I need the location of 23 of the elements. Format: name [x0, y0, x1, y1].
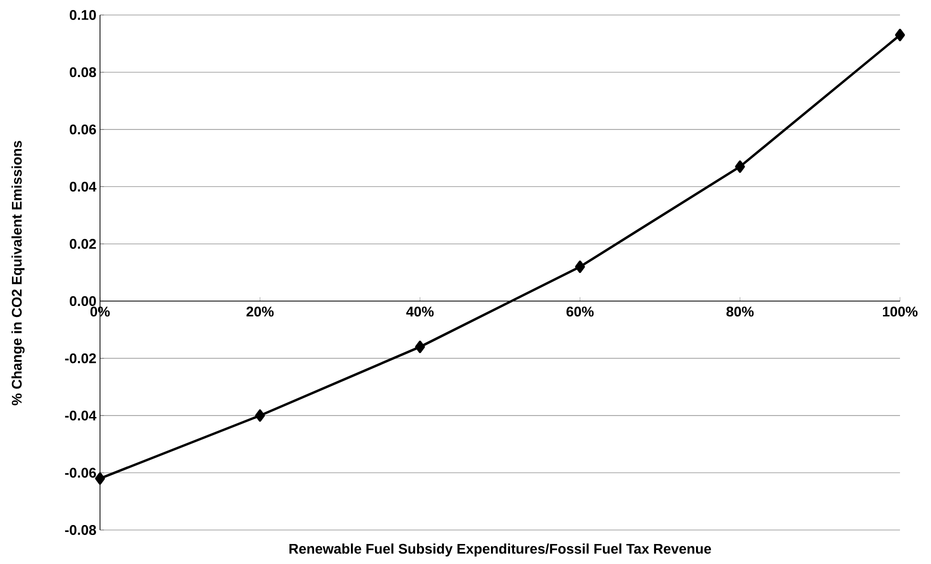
point [575, 260, 585, 273]
point [735, 160, 745, 173]
y-tick-label: 0.08 [70, 67, 96, 78]
x-tick-label: 60% [566, 306, 594, 317]
point [895, 28, 905, 42]
y-tick-label: 0.00 [70, 296, 96, 306]
point [255, 409, 265, 422]
y-tick-label: -0.06 [65, 468, 96, 478]
y-tick-label: -0.04 [65, 410, 96, 421]
x-tick-label: 80% [726, 306, 754, 317]
point [415, 340, 425, 354]
y-tick-label: 0.04 [70, 182, 96, 192]
y-tick-label: 0.02 [70, 238, 96, 249]
y-tick-label: -0.08 [65, 525, 96, 535]
y-tick-label: -0.02 [65, 353, 96, 364]
x-axis-title: Renewable Fuel Subsidy Expenditures/Fossil Fuel Tax Revenue [289, 543, 712, 557]
x-tick-label: 100% [882, 306, 918, 317]
y-axis-title: % Change in CO2 Equivalent Emissions [11, 140, 25, 406]
point [95, 472, 105, 485]
x-tick-label: 20% [246, 306, 274, 317]
y-tick-label: 0.10 [70, 10, 96, 20]
y-tick-label: 0.06 [70, 124, 96, 134]
x-tick-label: 40% [406, 306, 434, 317]
